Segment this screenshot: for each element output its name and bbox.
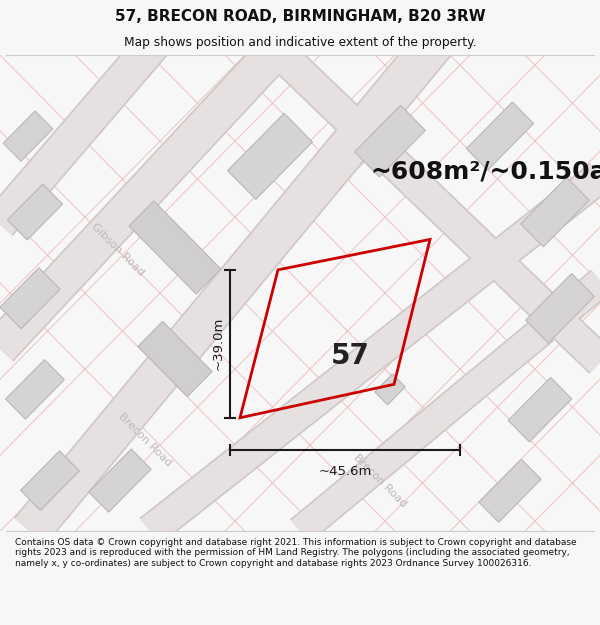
Polygon shape (7, 184, 62, 240)
Text: ~608m²/~0.150ac.: ~608m²/~0.150ac. (370, 159, 600, 184)
Polygon shape (3, 111, 53, 161)
Text: Brecon Road: Brecon Road (116, 412, 173, 469)
Text: ~39.0m: ~39.0m (212, 317, 224, 371)
Polygon shape (227, 113, 313, 199)
Polygon shape (138, 321, 212, 397)
Text: 57, BRECON ROAD, BIRMINGHAM, B20 3RW: 57, BRECON ROAD, BIRMINGHAM, B20 3RW (115, 9, 485, 24)
Polygon shape (526, 274, 594, 343)
Text: Contains OS data © Crown copyright and database right 2021. This information is : Contains OS data © Crown copyright and d… (15, 538, 577, 568)
Text: Map shows position and indicative extent of the property.: Map shows position and indicative extent… (124, 36, 476, 49)
Polygon shape (89, 449, 151, 512)
Text: Gibson Road: Gibson Road (90, 221, 146, 278)
Polygon shape (508, 378, 572, 442)
Polygon shape (521, 177, 589, 247)
Polygon shape (375, 374, 405, 405)
Text: ~45.6m: ~45.6m (319, 466, 371, 478)
Polygon shape (129, 201, 221, 294)
Polygon shape (0, 268, 60, 329)
Polygon shape (5, 359, 64, 419)
Polygon shape (479, 459, 541, 522)
Polygon shape (355, 105, 425, 177)
Text: Brecon Road: Brecon Road (352, 452, 409, 509)
Polygon shape (466, 102, 533, 170)
Polygon shape (20, 451, 79, 511)
Text: 57: 57 (331, 342, 370, 370)
